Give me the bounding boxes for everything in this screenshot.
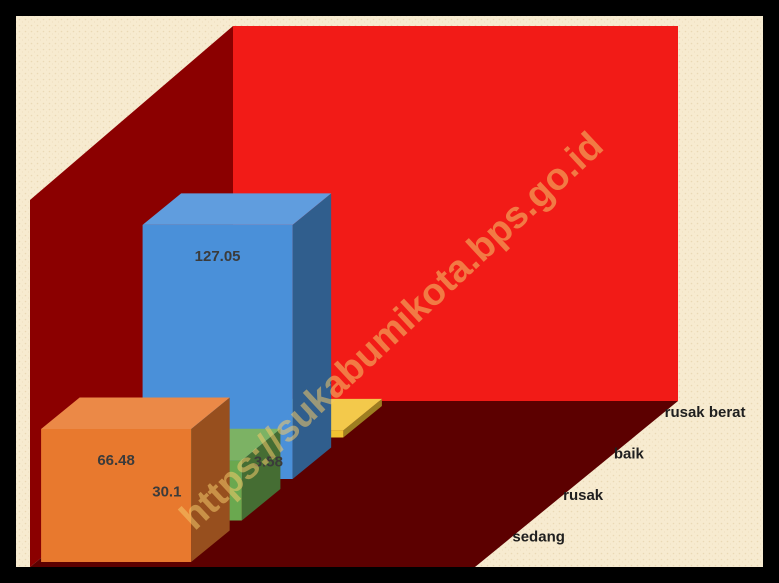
data-label: 127.05	[195, 248, 241, 265]
data-label: 3.58	[254, 453, 283, 470]
bar-front	[41, 429, 192, 563]
data-label: 30.1	[152, 483, 181, 500]
bar-top	[41, 397, 230, 430]
bar-side	[292, 193, 332, 480]
chart-svg: rusak berat baik rusak sedang 3.58 127.05 30.…	[16, 16, 763, 567]
category-label: baik	[614, 445, 645, 462]
data-label: 66.48	[97, 452, 135, 469]
chart-area: rusak berat baik rusak sedang 3.58 127.05 30.…	[16, 16, 763, 567]
data-labels: 3.58 127.05 30.1 66.48	[97, 248, 283, 500]
category-label: rusak	[563, 487, 604, 504]
category-labels: rusak berat baik rusak sedang	[512, 404, 745, 546]
bar-sedang	[41, 397, 230, 563]
bar-top	[142, 193, 332, 225]
bar-side	[191, 397, 230, 563]
category-label: sedang	[512, 528, 565, 545]
bars-group	[41, 193, 382, 563]
bar-side	[241, 428, 281, 521]
category-label: rusak berat	[665, 404, 746, 421]
bar-side	[343, 398, 382, 438]
back-wall	[233, 26, 678, 401]
